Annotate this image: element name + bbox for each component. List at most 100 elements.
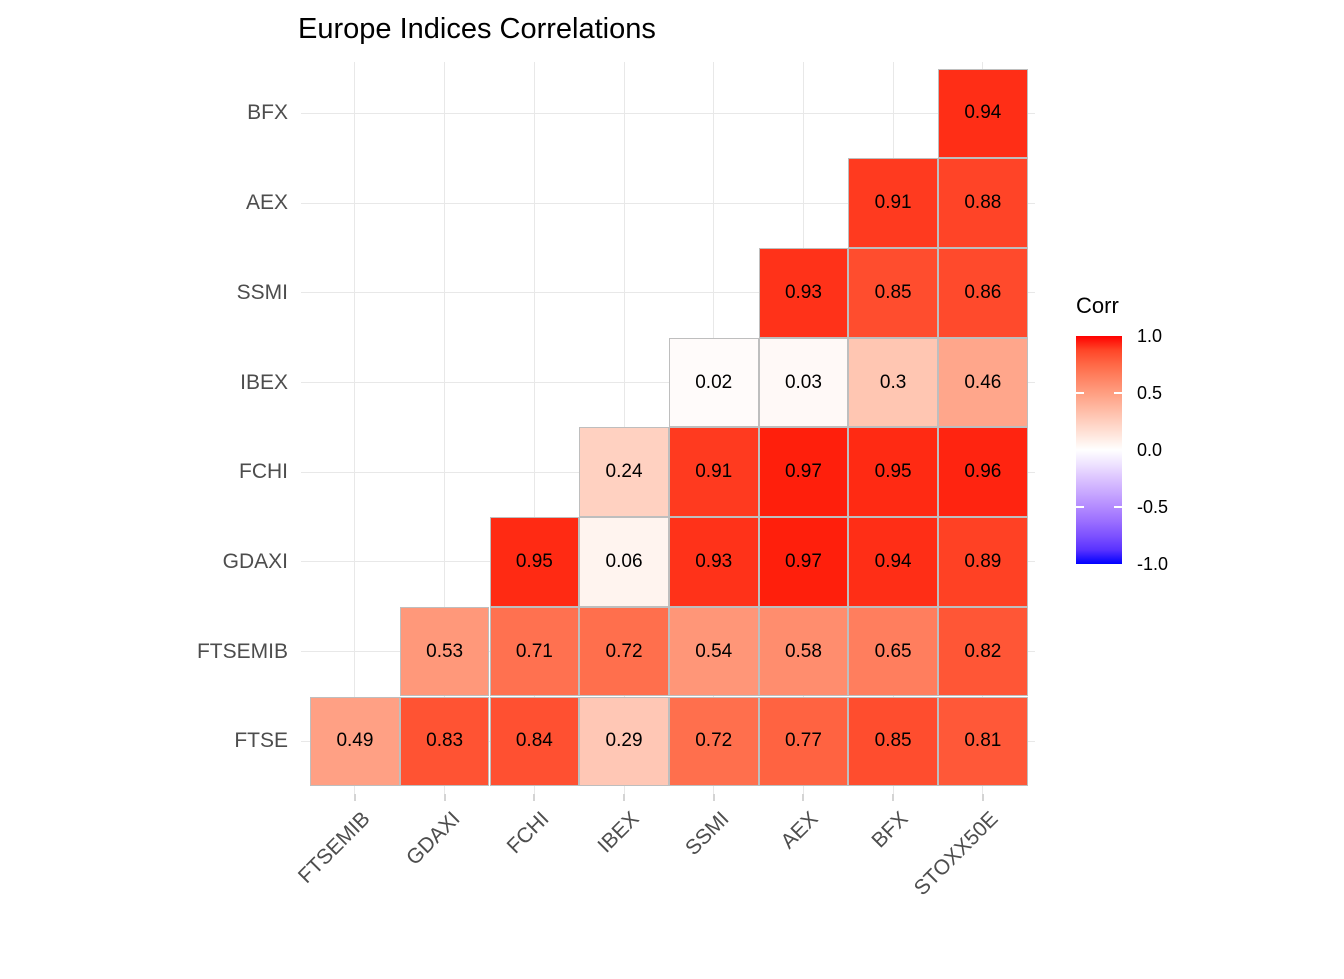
x-axis-tick: [443, 794, 446, 801]
heatmap-cell: 0.91: [848, 158, 938, 248]
heatmap-cell: 0.85: [848, 248, 938, 338]
grid-line-horizontal: [301, 202, 1035, 204]
y-axis-label: FTSEMIB: [196, 639, 288, 663]
heatmap-cell: 0.06: [579, 517, 669, 607]
heatmap-cell: 0.03: [758, 337, 849, 428]
cell-value: 0.03: [784, 371, 822, 393]
cell-value: 0.82: [964, 640, 1002, 662]
heatmap-cell: 0.49: [310, 696, 400, 787]
grid-line-horizontal: [301, 112, 1035, 114]
heatmap-cell: 0.71: [489, 606, 580, 697]
heatmap-cell: 0.97: [758, 427, 849, 518]
cell-value: 0.95: [874, 461, 912, 483]
cell-value: 0.02: [695, 371, 733, 393]
heatmap-cell: 0.82: [938, 606, 1028, 697]
y-axis-label: GDAXI: [222, 549, 288, 573]
heatmap-cell: 0.97: [758, 517, 849, 607]
x-axis-tick: [981, 794, 984, 801]
cell-value: 0.58: [784, 640, 822, 662]
cell-value: 0.84: [515, 730, 553, 752]
x-axis-tick: [353, 794, 356, 801]
heatmap-cell: 0.83: [399, 696, 490, 787]
heatmap-cell: 0.84: [489, 696, 580, 787]
cell-value: 0.91: [695, 461, 733, 483]
cell-value: 0.72: [605, 640, 643, 662]
cell-value: 0.65: [874, 640, 912, 662]
cell-value: 0.29: [605, 730, 643, 752]
legend-title: Corr: [1076, 293, 1119, 318]
x-axis-tick: [623, 794, 626, 801]
cell-value: 0.94: [964, 102, 1002, 124]
cell-value: 0.93: [695, 550, 733, 572]
x-axis-tick: [802, 794, 805, 801]
cell-value: 0.88: [964, 192, 1002, 214]
grid-line-vertical: [533, 62, 535, 794]
legend-bar-tick: [1076, 392, 1084, 394]
x-axis-tick: [712, 794, 715, 801]
heatmap-cell: 0.46: [938, 337, 1028, 428]
heatmap-cell: 0.29: [579, 696, 669, 787]
x-axis-tick: [533, 794, 536, 801]
cell-value: 0.86: [964, 281, 1002, 303]
cell-value: 0.71: [515, 640, 553, 662]
x-axis-label: FCHI: [502, 807, 554, 859]
y-axis-label: FCHI: [239, 460, 288, 484]
cell-value: 0.49: [336, 730, 374, 752]
y-axis-label: FTSE: [234, 729, 288, 753]
heatmap-cell: 0.85: [848, 696, 938, 787]
cell-value: 0.72: [695, 730, 733, 752]
legend-tick-label: -0.5: [1137, 497, 1169, 517]
cell-value: 0.46: [964, 371, 1002, 393]
heatmap-cell: 0.93: [758, 248, 849, 338]
heatmap-cell: 0.94: [848, 517, 938, 607]
cell-value: 0.81: [964, 730, 1002, 752]
x-axis-label: STOXX50E: [909, 807, 1003, 901]
cell-value: 0.3: [879, 371, 907, 393]
heatmap-cell: 0.72: [579, 606, 669, 697]
chart-title: Europe Indices Correlations: [298, 13, 656, 45]
grid-line-horizontal: [301, 292, 1035, 294]
heatmap-cell: 0.65: [848, 606, 938, 697]
cell-value: 0.91: [874, 192, 912, 214]
cell-value: 0.94: [874, 550, 912, 572]
legend-bar-tick: [1076, 506, 1084, 508]
heatmap-cell: 0.81: [938, 696, 1028, 787]
x-axis-label: GDAXI: [401, 807, 465, 870]
x-axis-label: BFX: [867, 807, 913, 853]
x-axis-label: AEX: [777, 807, 823, 854]
x-axis-label: SSMI: [680, 807, 734, 860]
heatmap-cell: 0.94: [938, 68, 1028, 159]
grid-line-vertical: [444, 62, 446, 794]
heatmap-cell: 0.86: [938, 248, 1028, 338]
heatmap-cell: 0.95: [848, 427, 938, 518]
x-axis-label: IBEX: [593, 807, 644, 858]
y-axis-label: IBEX: [240, 370, 288, 394]
heatmap-cell: 0.77: [758, 696, 849, 787]
heatmap-cell: 0.72: [668, 696, 759, 787]
heatmap-cell: 0.3: [848, 337, 938, 428]
heatmap-cell: 0.89: [938, 517, 1028, 607]
legend-bar-tick: [1114, 392, 1122, 394]
heatmap-cell: 0.95: [489, 517, 580, 607]
cell-value: 0.77: [784, 730, 822, 752]
cell-value: 0.89: [964, 550, 1002, 572]
heatmap-cell: 0.54: [668, 606, 759, 697]
legend-tick-label: 0.5: [1137, 383, 1163, 403]
legend-tick-label: 0.0: [1137, 440, 1163, 460]
cell-value: 0.83: [426, 730, 464, 752]
cell-value: 0.95: [515, 550, 553, 572]
legend-gradient-bar: [1076, 336, 1122, 564]
heatmap-cell: 0.02: [668, 337, 759, 428]
cell-value: 0.06: [605, 550, 643, 572]
x-axis-tick: [892, 794, 895, 801]
cell-value: 0.24: [605, 461, 643, 483]
heatmap-cell: 0.93: [668, 517, 759, 607]
y-axis-label: BFX: [247, 101, 288, 125]
heatmap-cell: 0.96: [938, 427, 1028, 518]
heatmap-cell: 0.24: [579, 427, 669, 518]
heatmap-cell: 0.58: [758, 606, 849, 697]
cell-value: 0.85: [874, 730, 912, 752]
cell-value: 0.85: [874, 281, 912, 303]
heatmap-cell: 0.88: [938, 158, 1028, 248]
